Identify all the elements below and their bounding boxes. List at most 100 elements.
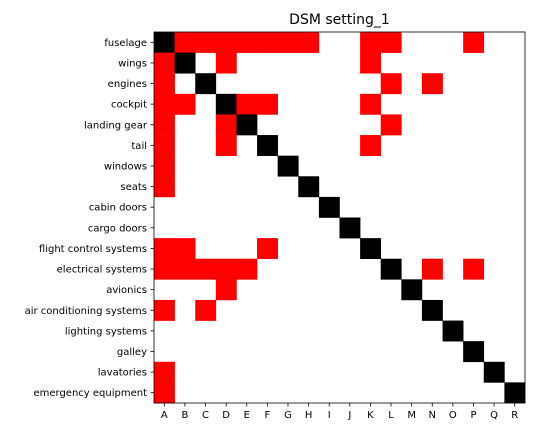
heatmap-cell-landing-gear-A [154,114,175,136]
heatmap-cell-wings-A [154,52,175,74]
y-axis: fuselage wings engines cockpit landing gear t… [25,38,154,399]
heatmap-cell-galley-P [463,341,485,363]
heatmap-cell-tail-F [257,135,278,156]
heatmap-cell-cockpit-F [257,93,278,115]
heatmap-cell-flight-control-systems-K [360,238,382,260]
x-tick-label: A [161,410,168,421]
heatmap-cell-cockpit-K [360,93,382,115]
heatmap-cell-cargo-doors-J [339,217,361,239]
heatmap-cell-tail-D [215,135,237,156]
x-tick-label: C [202,410,209,421]
chart-title: DSM setting_1 [289,12,390,28]
y-tick-label: cargo doors [88,223,147,234]
heatmap-cell-fuselage-B [174,32,196,53]
x-tick-label: P [470,410,476,421]
y-tick-label: avionics [106,285,147,296]
y-tick-label: lighting systems [65,326,147,337]
heatmap-cell-landing-gear-D [215,114,237,136]
heatmap-cell-electrical-systems-L [380,258,402,280]
y-tick-label: emergency equipment [33,388,147,399]
plot-frame [153,31,526,404]
heatmap-cell-fuselage-K [360,32,382,53]
heatmap-cell-lavatories-A [154,361,175,383]
heatmap-cell-flight-control-systems-F [257,238,278,260]
heatmap-cell-cabin-doors-I [318,196,340,218]
heatmap-cell-avionics-M [401,279,423,301]
heatmap-cell-windows-G [277,155,299,177]
heatmap-cell-seats-A [154,176,175,198]
heatmap-cell-fuselage-D [215,32,237,53]
y-tick-label: tail [131,141,147,152]
heatmap-cell-air-conditioning-systems-N [421,299,443,321]
heatmap-cell-electrical-systems-E [236,258,258,280]
y-tick-label: air conditioning systems [25,306,147,317]
y-tick-label: wings [118,58,147,69]
y-tick-label: lavatories [98,368,147,379]
y-tick-label: electrical systems [57,265,147,276]
heatmap-cells [154,32,526,404]
heatmap-cell-wings-B [174,52,196,74]
x-tick-label: D [222,410,230,421]
x-tick-label: H [305,410,313,421]
heatmap-cell-electrical-systems-A [154,258,175,280]
heatmap-cell-fuselage-H [298,32,320,53]
heatmap-cell-fuselage-L [380,32,402,53]
heatmap-cell-engines-L [380,73,402,95]
y-tick-label: cockpit [111,100,147,111]
heatmap-cell-landing-gear-E [236,114,258,136]
heatmap-cell-cockpit-D [215,93,237,115]
heatmap-cell-fuselage-P [463,32,485,53]
heatmap-cell-fuselage-G [277,32,299,53]
heatmap-cell-engines-C [195,73,217,95]
heatmap-cell-emergency-equipment-R [504,382,526,404]
y-tick-label: flight control systems [39,244,147,255]
heatmap-cell-electrical-systems-B [174,258,196,280]
heatmap-cell-windows-A [154,155,175,177]
heatmap-cell-seats-H [298,176,320,198]
heatmap-cell-cockpit-A [154,93,175,115]
heatmap-cell-fuselage-C [195,32,217,53]
y-tick-label: landing gear [84,120,148,131]
x-tick-label: N [429,410,436,421]
y-tick-label: windows [104,161,147,172]
heatmap-cell-fuselage-A [154,32,175,53]
x-axis: A B C D E F G H I J K L M N O P Q R [161,403,518,421]
y-tick-label: fuselage [104,38,147,49]
heatmap-cell-emergency-equipment-A [154,382,175,404]
heatmap-cell-lavatories-Q [483,361,505,383]
x-tick-label: B [181,410,188,421]
x-tick-label: E [244,410,250,421]
heatmap-cell-electrical-systems-N [421,258,443,280]
heatmap-cell-cockpit-E [236,93,258,115]
heatmap-cell-wings-D [215,52,237,74]
heatmap-cell-electrical-systems-C [195,258,217,280]
x-tick-label: G [284,410,292,421]
heatmap-cell-electrical-systems-D [215,258,237,280]
heatmap-cell-landing-gear-L [380,114,402,136]
x-tick-label: K [367,410,374,421]
y-tick-label: cabin doors [89,203,147,214]
heatmap-cell-air-conditioning-systems-C [195,299,217,321]
heatmap-cell-flight-control-systems-B [174,238,196,260]
heatmap-cell-lighting-systems-O [442,320,464,342]
y-tick-label: seats [120,182,147,193]
x-tick-label: L [388,410,394,421]
heatmap-cell-fuselage-E [236,32,258,53]
heatmap-cell-avionics-D [215,279,237,301]
heatmap-cell-engines-N [421,73,443,95]
heatmap-cell-air-conditioning-systems-A [154,299,175,321]
heatmap-cell-tail-A [154,135,175,156]
x-tick-label: I [328,410,331,421]
x-tick-label: Q [490,410,498,421]
heatmap-cell-flight-control-systems-A [154,238,175,260]
x-tick-label: O [449,410,457,421]
x-tick-label: J [347,410,351,421]
y-tick-label: engines [108,79,147,90]
x-tick-label: M [407,410,416,421]
heatmap-cell-cockpit-B [174,93,196,115]
x-tick-label: R [511,410,518,421]
heatmap-cell-wings-K [360,52,382,74]
heatmap-cell-fuselage-F [257,32,278,53]
x-tick-label: F [264,410,270,421]
